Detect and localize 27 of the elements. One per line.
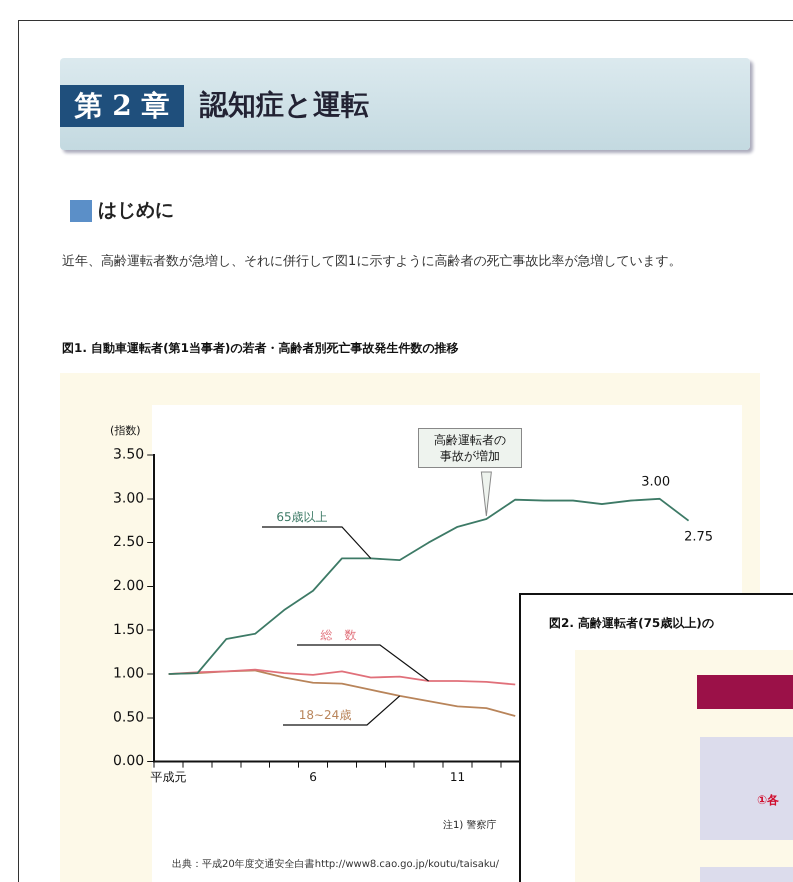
text: 第 2 章 — [60, 85, 184, 127]
source-note: 出典：平成20年度交通安全白書http://www8.cao.go.jp/koutu/taisaku/ — [172, 858, 500, 871]
data-label: 3.00 — [641, 474, 670, 490]
text: はじめに — [98, 198, 174, 223]
chart-title: 図1. 自動車運転者(第1当事者)の若者・高齢者別死亡事故発生件数の推移 — [62, 340, 458, 357]
text: 認知症と運転 — [200, 87, 369, 123]
text: 注1) 警察庁 — [443, 818, 496, 832]
y-tick-label: 1.00 — [113, 666, 144, 682]
annotation: 高齢運転者の事故が増加 — [433, 432, 507, 464]
x-tick-label: 平成元 — [150, 770, 187, 784]
x-tick-label: 11 — [450, 770, 466, 784]
y-tick-label: 0.00 — [113, 753, 144, 770]
text: ①各 — [757, 792, 780, 809]
y-tick-label: 0.50 — [113, 709, 144, 726]
y-tick-label: 2.50 — [113, 534, 144, 550]
data-label: 2.75 — [684, 530, 714, 545]
series-label: 18~24歳 — [298, 708, 352, 722]
text: 65歳以上 — [276, 510, 328, 524]
text: 近年、高齢運転者数が急増し、それに併行して図1に示すように高齢者の死亡事故比率が急増しています。 — [62, 252, 682, 271]
x-tick-label: 6 — [309, 770, 317, 784]
y-axis-title: (指数) — [110, 423, 141, 438]
y-tick-label: 3.50 — [113, 446, 144, 463]
y-tick-label: 1.50 — [113, 622, 144, 638]
y-tick-label: 3.00 — [113, 490, 144, 506]
text: 総 数 — [320, 628, 356, 642]
y-tick-label: 2.00 — [113, 578, 144, 594]
text: 図2. 高齢運転者(75歳以上)の — [549, 615, 714, 632]
